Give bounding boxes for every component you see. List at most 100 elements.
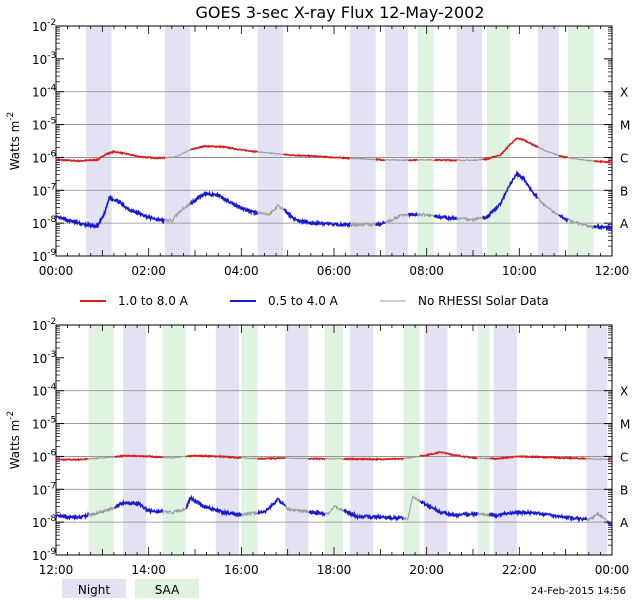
series-short-line [185,494,243,519]
legend-label-long: 1.0 to 8.0 A [118,294,189,308]
night-band [350,26,376,256]
y-axis-label: Watts m-2 [6,112,22,171]
series-short-no-data-segment [164,201,192,224]
class-label-m: M [620,119,630,133]
y-tick-label: 10-3 [32,51,56,67]
series-short-line [308,509,326,518]
saa-key-swatch [135,579,199,598]
series-short-no-data-segment [456,216,484,223]
x-tick-label: 06:00 [317,264,352,278]
class-label-c: C [620,450,628,464]
x-tick-label: 20:00 [409,563,444,577]
y-tick-label: 10-9 [32,547,57,563]
series-short-no-data-segment [349,221,377,228]
series-long-no-data-segment [403,455,421,461]
night-band [257,26,284,256]
series-short-line [375,220,386,228]
x-tick-label: 10:00 [502,264,537,278]
series-long-no-data-segment [284,456,310,460]
axis-frame [55,25,613,257]
series-long-line [433,158,458,163]
y-tick-label: 10-2 [32,317,56,333]
series-long-line [482,137,539,162]
series-long-no-data-segment [586,457,609,461]
night-band [164,26,191,256]
saa-band [403,325,420,555]
night-band [285,325,309,555]
y-tick-label: 10-5 [32,117,56,133]
series-long-line [55,457,89,462]
series-long-line [114,454,164,459]
saa-band [324,325,344,555]
legend: 1.0 to 8.0 A 0.5 to 4.0 A No RHESSI Sola… [80,294,549,308]
series-long-no-data-segment [240,456,259,461]
series-short-no-data-segment [240,510,259,517]
series-long-line [55,149,166,163]
night-band [424,325,448,555]
series-short-line [407,211,419,219]
series-long-no-data-segment [537,146,560,157]
series-long-line [190,144,259,154]
saa-band [162,325,186,555]
series-short-line [55,194,165,230]
band-key: Night SAA [62,579,199,598]
night-band [456,26,483,256]
series-short-no-data-segment [384,212,410,225]
x-tick-label: 12:00 [39,563,74,577]
series-short-no-data-segment [537,196,560,217]
saa-band [567,26,594,256]
series-short-line [593,223,613,232]
legend-entry-short: 0.5 to 4.0 A [230,294,339,308]
chart-panel-morning: A B C M X 10-9 10-8 10-7 10-6 10-5 10-4 10-3 10-2 00:… [6,18,630,278]
series-long-no-data-segment [567,156,595,163]
y-tick-label: 10-7 [32,481,56,497]
night-band [215,325,240,555]
class-label-b: B [620,483,628,497]
series-long-no-data-segment [456,158,483,162]
series-long-line [607,457,613,462]
y-tick-label: 10-6 [32,448,57,464]
series-long-no-data-segment [477,457,491,461]
night-band [350,325,374,555]
saa-band [88,325,114,555]
series-short-no-data-segment [257,203,284,217]
night-key-swatch [62,579,126,598]
series-long-line [185,453,242,459]
series-short-line [482,170,539,221]
x-tick-label: 16:00 [224,563,259,577]
series-short-no-data-segment [567,218,595,230]
y-tick-label: 10-8 [32,215,57,231]
y-tick-label: 10-3 [32,350,56,366]
class-label-m: M [620,418,630,432]
series-short-no-data-segment [586,510,609,524]
series-long-line [257,456,286,461]
y-tick-label: 10-4 [32,84,57,100]
series-short-no-data-segment [403,495,421,521]
chart-panel-afternoon: A B C M X 10-9 10-8 10-7 10-6 10-5 10-4 10-3 10-2 12:… [6,317,630,577]
series-short-no-data-segment [87,506,115,518]
x-tick-label: 04:00 [224,264,259,278]
series-long-line [408,158,418,162]
night-band [384,26,409,256]
y-tick-label: 10-2 [32,18,56,34]
y-tick-label: 10-4 [32,383,57,399]
series-long-line [558,154,569,159]
series-short-no-data-segment [417,212,435,219]
generated-timestamp: 24-Feb-2015 14:56 [531,586,626,597]
x-tick-label: 14:00 [131,563,166,577]
series-long-no-data-segment [162,455,187,460]
y-axis-label: Watts m-2 [6,411,22,470]
series-long-no-data-segment [88,455,115,460]
saa-band [486,26,511,256]
series-long-line [593,159,613,165]
series-short-line [488,508,588,524]
y-tick-label: 10-6 [32,149,57,165]
series-long-line [419,450,478,460]
x-tick-label: 18:00 [317,563,352,577]
series-long-line [283,153,351,161]
saa-band [241,325,258,555]
series-short-no-data-segment [284,504,309,514]
class-label-c: C [620,151,628,165]
night-key-label: Night [78,583,111,597]
